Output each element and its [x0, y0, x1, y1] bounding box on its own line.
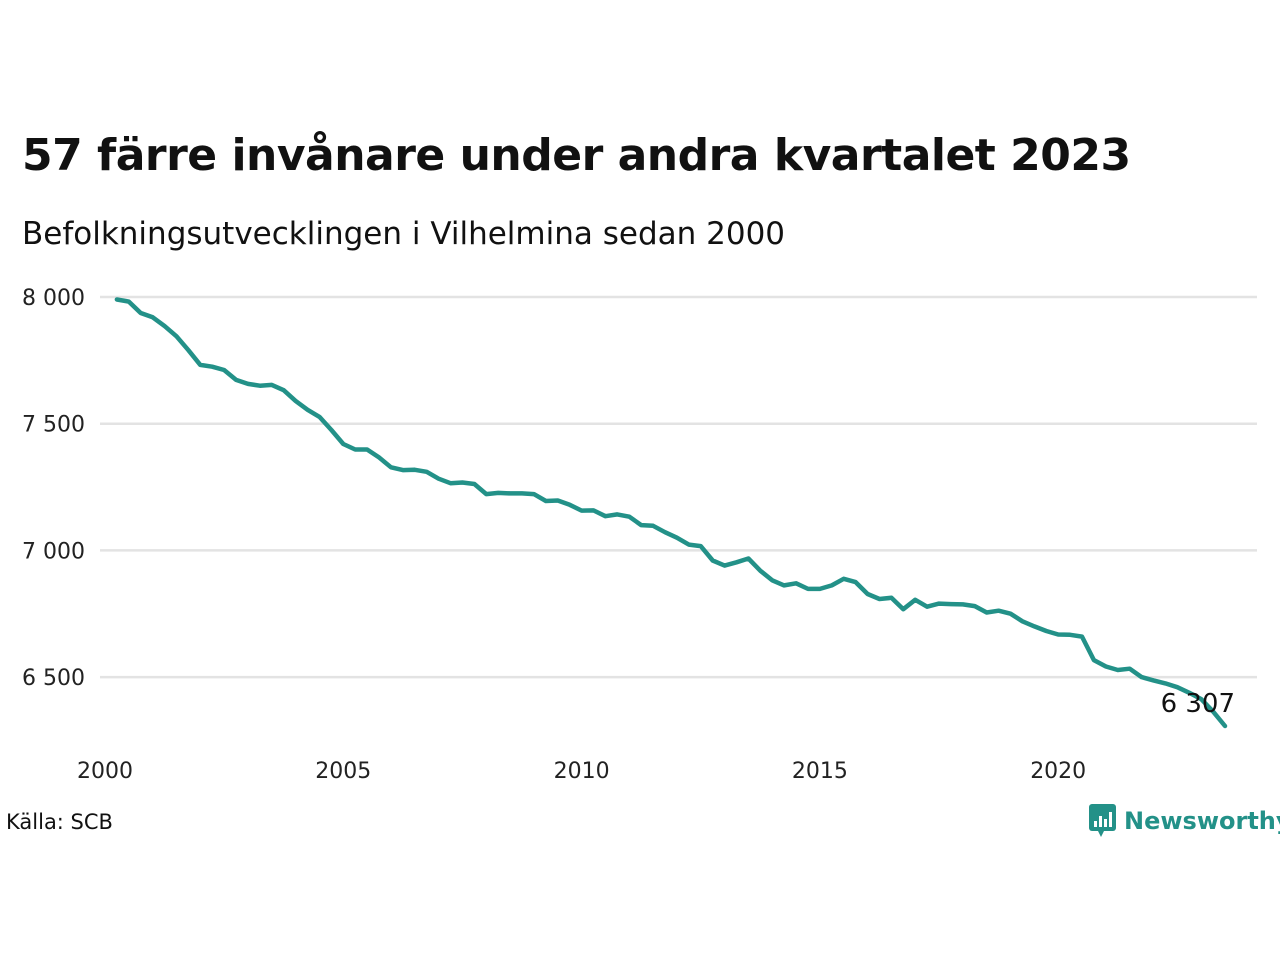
x-tick-label: 2005	[315, 759, 371, 784]
data-label-layer: 6 307	[1161, 689, 1235, 719]
series-layer	[114, 297, 1228, 729]
x-tick-label: 2000	[77, 759, 133, 784]
x-tick-label: 2015	[792, 759, 848, 784]
end-value-label: 6 307	[1161, 689, 1235, 719]
y-tick-label: 7 500	[22, 413, 85, 438]
brand-logo: Newsworthy	[1088, 803, 1280, 839]
y-tick-label: 6 500	[22, 666, 85, 691]
chart-title: 57 färre invånare under andra kvartalet …	[22, 130, 1131, 181]
grid-lines	[100, 295, 1257, 679]
y-tick-label: 7 000	[22, 539, 85, 564]
y-axis-tick-labels: 8 000 7 500 7 000 6 500	[22, 286, 85, 691]
x-axis-tick-labels: 2000 2005 2010 2015 2020	[77, 759, 1086, 784]
x-tick-label: 2010	[554, 759, 610, 784]
source-note: Källa: SCB	[6, 810, 113, 834]
chart-subtitle: Befolkningsutvecklingen i Vilhelmina sed…	[22, 216, 786, 252]
x-tick-label: 2020	[1030, 759, 1086, 784]
population-line	[114, 297, 1228, 729]
newsworthy-logo-icon	[1089, 804, 1116, 837]
brand-name: Newsworthy	[1124, 807, 1280, 835]
y-tick-label: 8 000	[22, 286, 85, 311]
